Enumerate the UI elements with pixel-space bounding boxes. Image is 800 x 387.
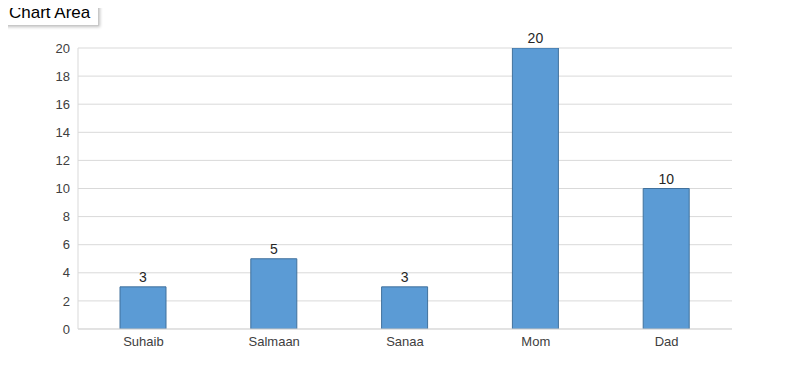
svg-text:Salmaan: Salmaan bbox=[249, 334, 300, 349]
svg-text:10: 10 bbox=[658, 171, 674, 187]
svg-text:6: 6 bbox=[63, 237, 70, 252]
svg-text:2: 2 bbox=[63, 294, 70, 309]
svg-text:12: 12 bbox=[56, 153, 70, 168]
svg-text:16: 16 bbox=[56, 97, 70, 112]
svg-text:14: 14 bbox=[56, 125, 70, 140]
svg-text:20: 20 bbox=[528, 30, 544, 46]
svg-text:8: 8 bbox=[63, 209, 70, 224]
svg-text:20: 20 bbox=[56, 41, 70, 56]
svg-text:Dad: Dad bbox=[655, 334, 679, 349]
svg-text:5: 5 bbox=[270, 241, 278, 257]
svg-text:Mom: Mom bbox=[521, 334, 550, 349]
svg-text:4: 4 bbox=[63, 265, 70, 280]
html-text:Chart Area: Chart Area bbox=[9, 3, 91, 22]
svg-text:0: 0 bbox=[63, 322, 70, 337]
svg-text:Suhaib: Suhaib bbox=[123, 334, 163, 349]
svg-text:Sanaa: Sanaa bbox=[386, 334, 424, 349]
svg-text:3: 3 bbox=[139, 269, 147, 285]
svg-text:3: 3 bbox=[401, 269, 409, 285]
svg-text:18: 18 bbox=[56, 69, 70, 84]
svg-text:10: 10 bbox=[56, 181, 70, 196]
